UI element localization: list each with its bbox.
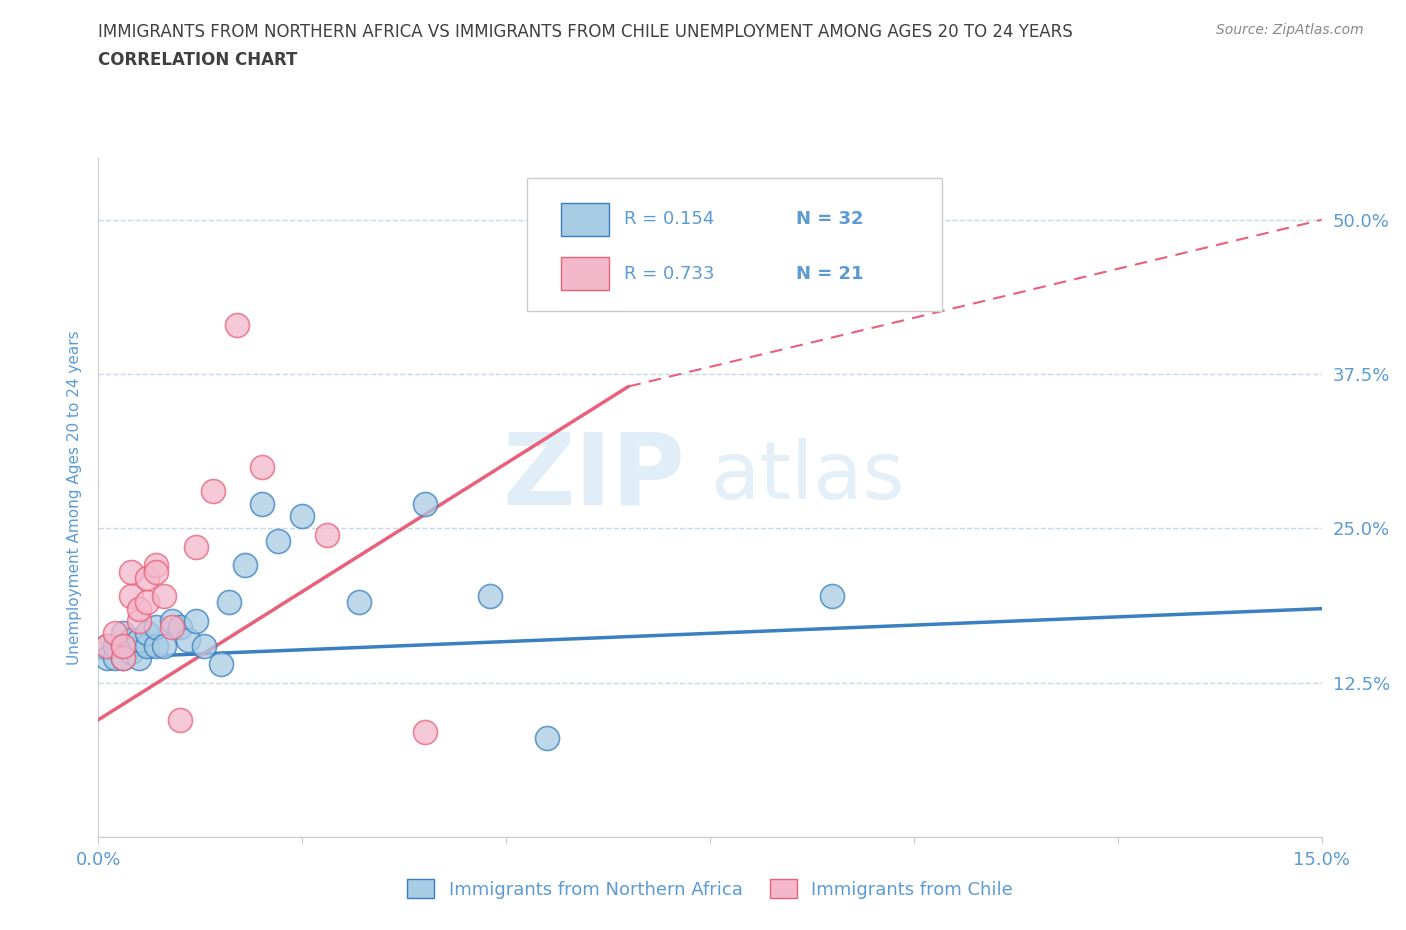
Point	[177, 632, 200, 647]
Point	[821, 589, 844, 604]
Point	[250, 459, 273, 474]
Text: N = 32: N = 32	[796, 210, 863, 228]
Text: IMMIGRANTS FROM NORTHERN AFRICA VS IMMIGRANTS FROM CHILE UNEMPLOYMENT AMONG AGES: IMMIGRANTS FROM NORTHERN AFRICA VS IMMIG…	[98, 23, 1073, 41]
Point	[145, 638, 167, 653]
Point	[145, 558, 167, 573]
Text: R = 0.733: R = 0.733	[624, 264, 714, 283]
Point	[96, 651, 118, 666]
Point	[145, 619, 167, 634]
Point	[152, 638, 174, 653]
Point	[291, 509, 314, 524]
Point	[209, 657, 232, 671]
Point	[193, 638, 215, 653]
Point	[120, 644, 142, 659]
Point	[111, 638, 134, 653]
Point	[186, 614, 208, 629]
Point	[145, 565, 167, 579]
Point	[250, 497, 273, 512]
Point	[128, 632, 150, 647]
Point	[128, 651, 150, 666]
Text: CORRELATION CHART: CORRELATION CHART	[98, 51, 298, 69]
Point	[96, 638, 118, 653]
Point	[104, 638, 127, 653]
Point	[201, 484, 224, 498]
Text: Source: ZipAtlas.com: Source: ZipAtlas.com	[1216, 23, 1364, 37]
FancyBboxPatch shape	[561, 257, 609, 290]
Point	[128, 614, 150, 629]
Point	[104, 626, 127, 641]
Point	[413, 724, 436, 739]
Point	[111, 638, 134, 653]
Point	[111, 626, 134, 641]
Point	[136, 595, 159, 610]
Point	[218, 595, 240, 610]
Point	[315, 527, 337, 542]
Point	[233, 558, 256, 573]
Point	[349, 595, 371, 610]
Point	[186, 539, 208, 554]
Text: ZIP: ZIP	[503, 429, 686, 525]
Point	[120, 589, 142, 604]
Point	[111, 651, 134, 666]
Point	[136, 570, 159, 585]
Text: R = 0.154: R = 0.154	[624, 210, 714, 228]
Point	[267, 533, 290, 548]
Point	[160, 614, 183, 629]
Point	[120, 565, 142, 579]
Point	[152, 589, 174, 604]
Point	[136, 638, 159, 653]
Point	[169, 712, 191, 727]
Point	[120, 632, 142, 647]
Point	[413, 497, 436, 512]
Y-axis label: Unemployment Among Ages 20 to 24 years: Unemployment Among Ages 20 to 24 years	[67, 330, 83, 665]
Point	[169, 619, 191, 634]
Point	[536, 731, 558, 746]
Text: atlas: atlas	[710, 438, 904, 516]
Point	[136, 626, 159, 641]
Point	[111, 651, 134, 666]
Legend: Immigrants from Northern Africa, Immigrants from Chile: Immigrants from Northern Africa, Immigra…	[399, 872, 1021, 906]
Point	[128, 601, 150, 616]
Point	[478, 589, 501, 604]
FancyBboxPatch shape	[561, 203, 609, 236]
Point	[96, 638, 118, 653]
FancyBboxPatch shape	[526, 179, 942, 311]
Point	[226, 317, 249, 332]
Point	[160, 619, 183, 634]
Point	[104, 651, 127, 666]
Text: N = 21: N = 21	[796, 264, 863, 283]
